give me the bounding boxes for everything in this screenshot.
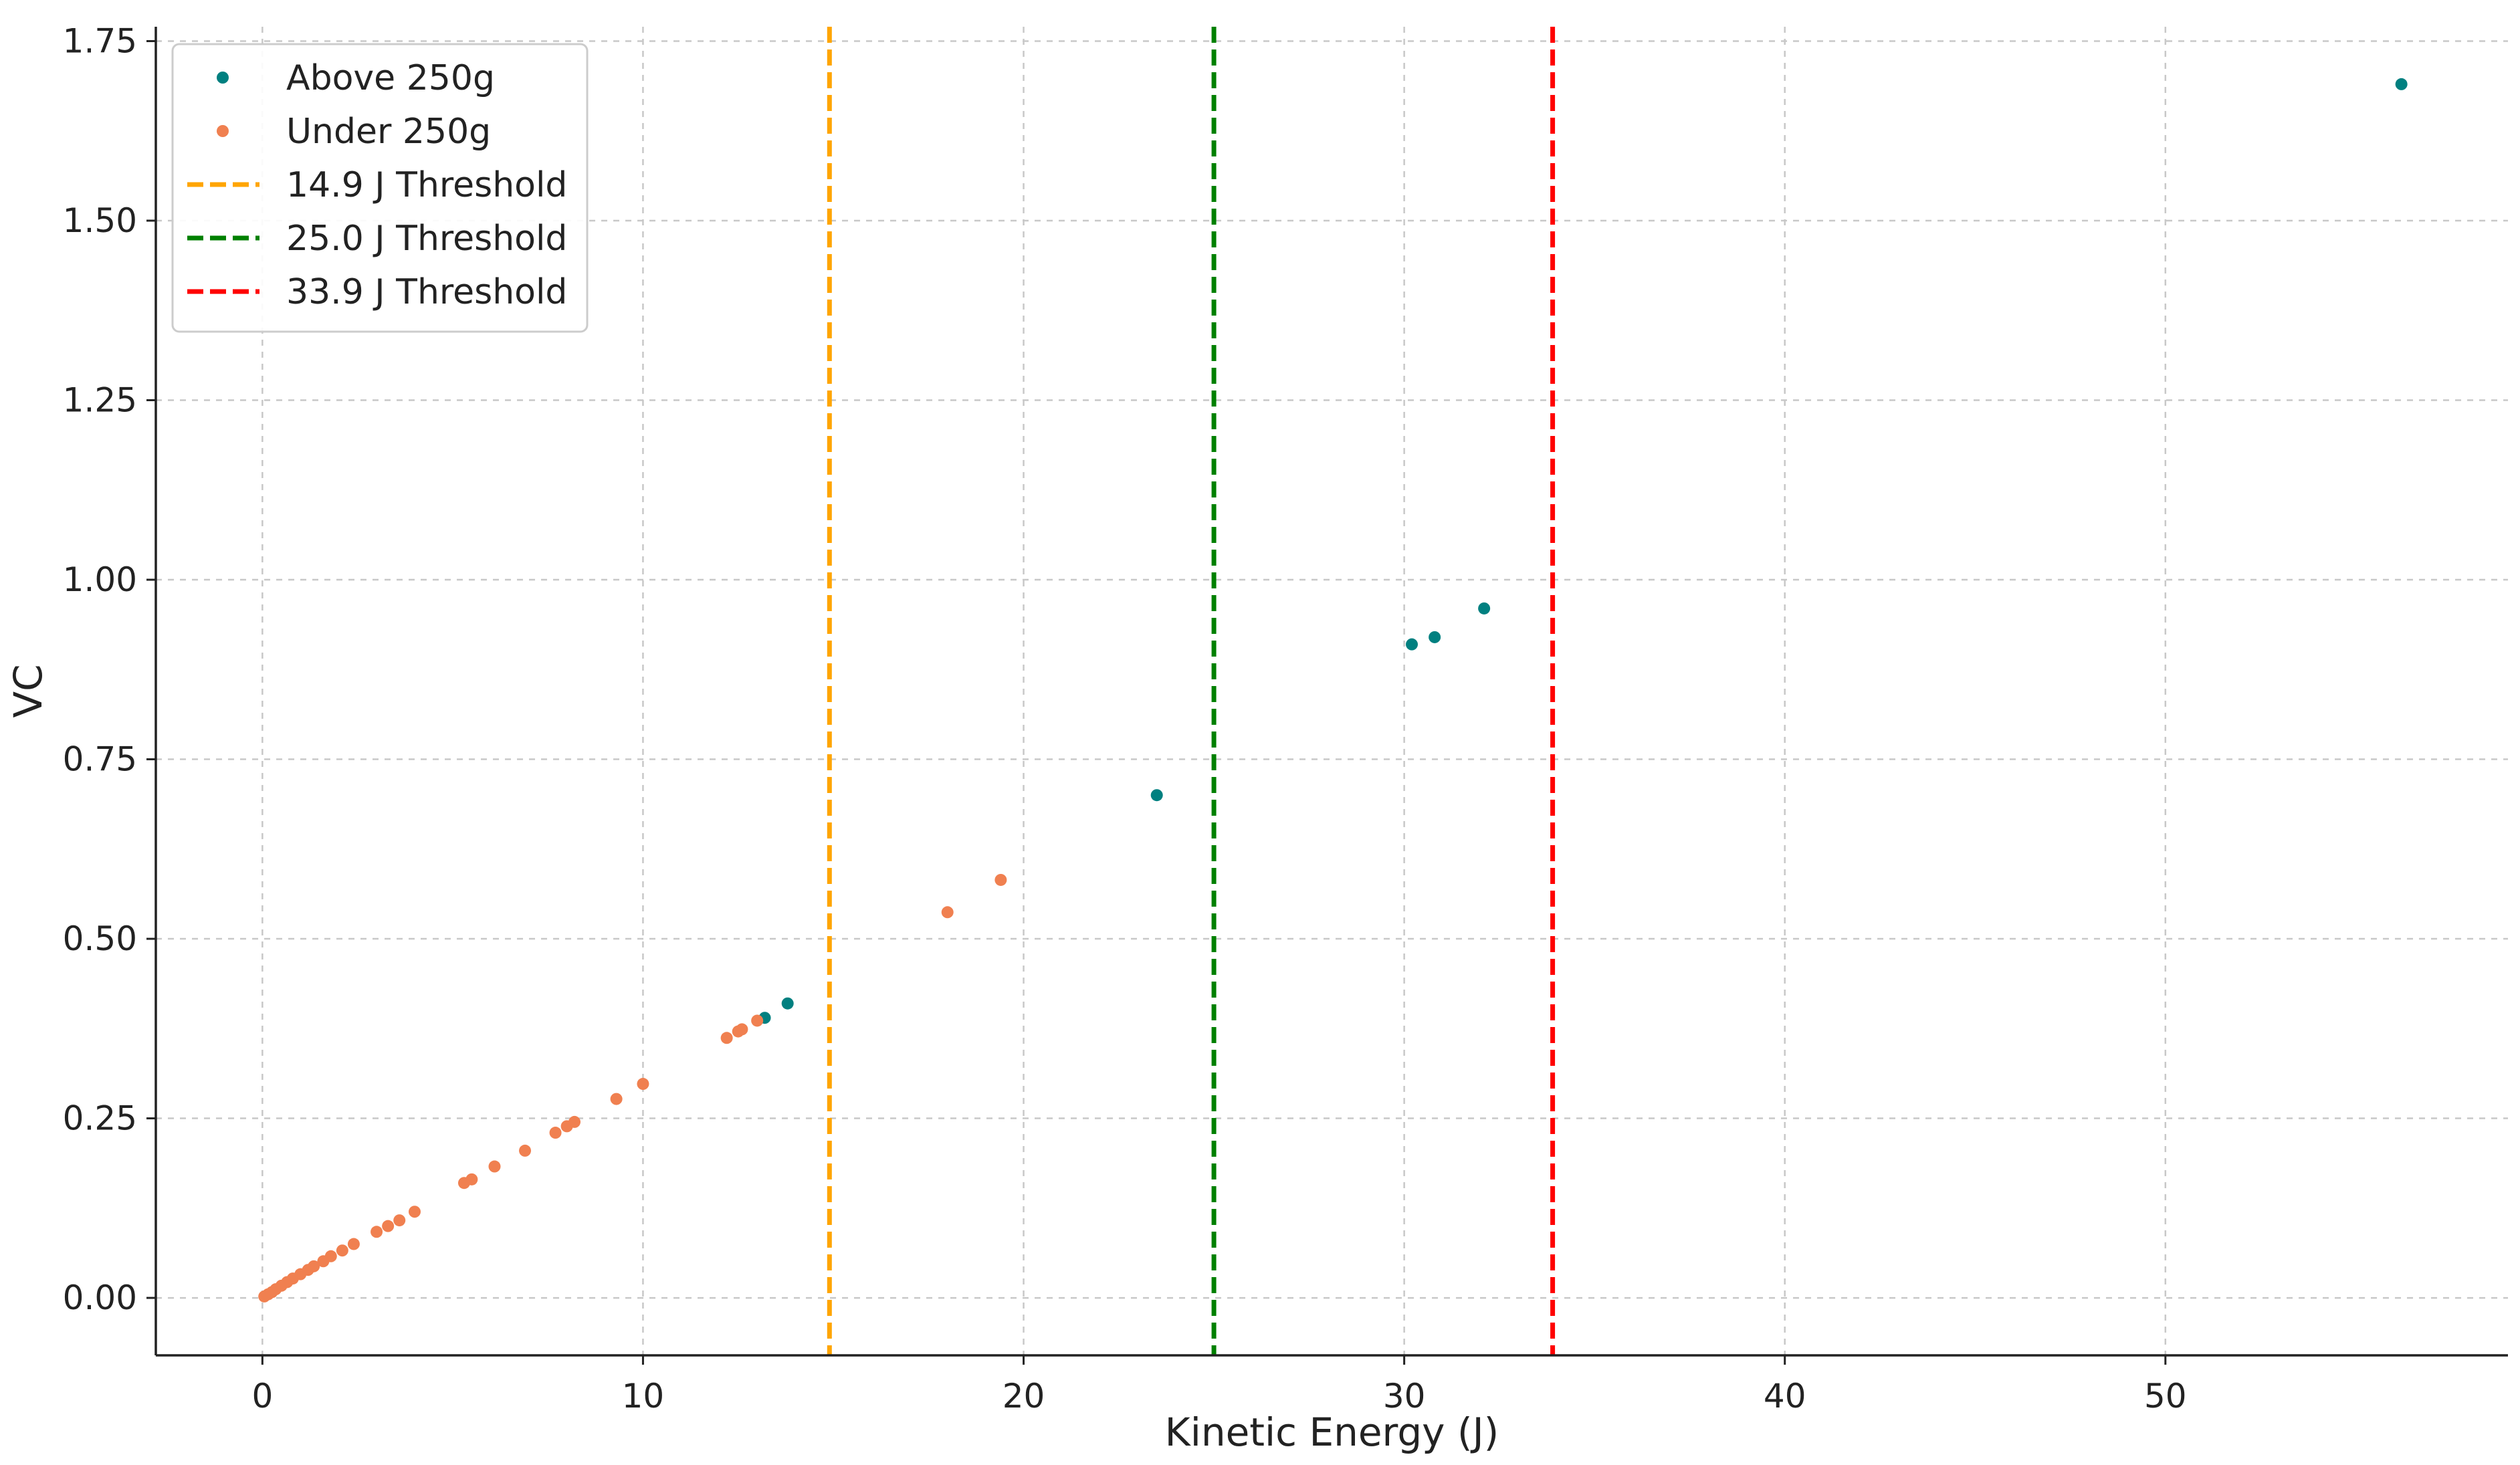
data-point xyxy=(2395,78,2408,90)
legend-label: Under 250g xyxy=(286,112,491,152)
x-axis-title: Kinetic Energy (J) xyxy=(1165,1410,1499,1455)
x-tick-label: 30 xyxy=(1383,1377,1426,1416)
data-point xyxy=(371,1226,383,1238)
data-points xyxy=(258,78,2408,1303)
data-point xyxy=(1406,638,1419,651)
data-point xyxy=(751,1014,764,1027)
threshold-lines xyxy=(827,27,1556,1355)
grid xyxy=(156,27,2508,1355)
data-point xyxy=(720,1032,733,1044)
x-tick-label: 0 xyxy=(251,1377,273,1416)
data-point xyxy=(781,997,794,1010)
y-tick-label: 0.25 xyxy=(63,1099,137,1138)
data-point xyxy=(568,1115,581,1128)
y-tick-label: 0.75 xyxy=(63,740,137,779)
y-tick-label: 1.75 xyxy=(63,21,137,60)
data-point xyxy=(382,1220,395,1232)
data-point xyxy=(941,906,954,919)
data-point xyxy=(336,1244,348,1257)
legend-label: 14.9 J Threshold xyxy=(286,165,567,205)
legend-box xyxy=(171,43,589,333)
x-tick-label: 40 xyxy=(1764,1377,1806,1416)
x-tick-label: 10 xyxy=(622,1377,665,1416)
data-point xyxy=(1478,602,1491,614)
y-tick-label: 0.00 xyxy=(63,1278,137,1317)
data-point xyxy=(308,1260,320,1272)
legend-label: Above 250g xyxy=(286,58,495,98)
legend-label: 25.0 J Threshold xyxy=(286,219,567,259)
data-point xyxy=(324,1250,337,1262)
data-point xyxy=(994,873,1007,886)
y-tick-label: 1.25 xyxy=(63,381,137,420)
axes: 0 10 20 30 40 50 0.00 0.25 0.50 0.75 1.00 1.25 1.50 1… xyxy=(63,21,2508,1416)
x-tick-label: 20 xyxy=(1003,1377,1045,1416)
legend-marker xyxy=(217,125,229,137)
y-tick-label: 1.00 xyxy=(63,560,137,599)
data-point xyxy=(736,1023,748,1036)
y-tick-label: 0.50 xyxy=(63,919,137,958)
legend-marker xyxy=(217,72,229,84)
x-tick-label: 50 xyxy=(2144,1377,2187,1416)
data-point xyxy=(347,1238,360,1250)
data-point xyxy=(393,1214,406,1227)
legend-label: 33.9 J Threshold xyxy=(286,272,567,312)
legend: Above 250g Under 250g 14.9 J Threshold 25.0… xyxy=(171,43,589,333)
data-point xyxy=(519,1144,532,1157)
data-point xyxy=(610,1093,623,1105)
data-point xyxy=(488,1160,501,1173)
data-point xyxy=(1150,789,1163,802)
data-point xyxy=(637,1078,649,1091)
y-tick-label: 1.50 xyxy=(63,201,137,240)
data-point xyxy=(549,1127,562,1139)
y-axis-title: VC xyxy=(5,664,51,717)
data-point xyxy=(465,1173,478,1186)
data-point xyxy=(408,1206,421,1218)
data-point xyxy=(1429,631,1441,643)
